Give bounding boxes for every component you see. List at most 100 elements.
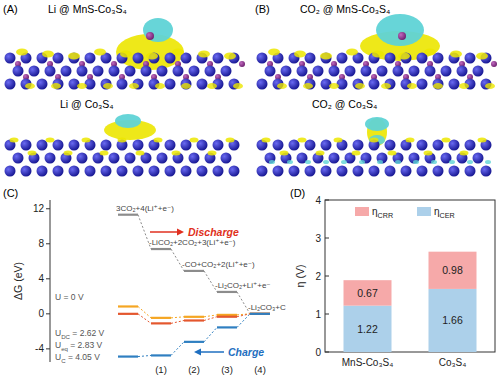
isosurface [269,160,275,164]
atom-co [433,140,444,151]
atom-co [85,79,96,90]
atom-co [441,66,452,77]
atom-co [305,166,316,177]
y-tick [46,278,50,279]
step-label: -CO+CO₂+2(Li⁺+e⁻) [182,260,255,269]
atom-co [385,166,396,177]
atom-co [85,53,96,64]
atom-co [329,66,340,77]
connector [138,314,151,324]
step-label: -Li₂CO₃+C [248,303,286,312]
energy-level [151,248,171,250]
isosurface [42,51,54,58]
atom-co [61,66,72,77]
isosurface [172,49,184,56]
annotation: Discharge [188,226,239,238]
y-tick-label: 12 [33,203,45,214]
atom-co [329,153,340,164]
atom-co [109,66,120,77]
isosurface [372,51,384,58]
isosurface [433,83,443,89]
atom-co [289,79,300,90]
atom-co [353,140,364,151]
isosurface [68,53,80,60]
atom-co [425,66,436,77]
isosurface [154,138,163,143]
atom-co [165,79,176,90]
atom-co [181,166,192,177]
y-tick [325,352,329,353]
y-tick-label: 0 [315,347,321,358]
atom-co [305,53,316,64]
energy-level [217,316,237,318]
atom-co [305,140,316,151]
panel-label: (B) [255,3,270,15]
energy-level [118,305,138,307]
isosurface [341,160,347,164]
legend-label: ηCER [434,206,455,220]
atom-co [165,140,176,151]
atom-co [417,166,428,177]
atom-co [53,53,64,64]
connector [171,320,184,323]
isosurface [94,49,106,56]
data-label: 0.67 [357,287,378,299]
isosurface [118,138,127,143]
atom-co [181,79,192,90]
isosurface [431,160,437,164]
atom-s [239,61,245,67]
atom-co [229,166,240,177]
energy-level [118,355,138,357]
energy-level [151,317,171,319]
series-label: UDC = 2.62 V [55,328,105,340]
atom-co [385,140,396,151]
isosurface [388,151,397,156]
arrow [200,351,224,353]
x-tick-label: (2) [188,364,200,375]
isosurface [136,151,145,156]
atom-co [273,166,284,177]
atom-co [297,66,308,77]
atom-co [457,66,468,77]
atom-co [321,53,332,64]
isosurface [320,53,332,60]
atom-co [205,66,216,77]
series-label: Ueq = 2.83 V [55,340,103,352]
energy-level [184,316,204,318]
atom-co [69,166,80,177]
bar-segment [344,280,392,305]
isosurface [115,114,141,128]
plot-area [344,252,477,352]
atom-co [449,166,460,177]
arrow-head [194,349,201,356]
isosurface [208,151,217,156]
atom-co [257,166,268,177]
atom-co [213,140,224,151]
isosurface [424,151,433,156]
atom-co [289,166,300,177]
isosurface [359,160,365,164]
isosurface [329,83,339,89]
atom-co [433,166,444,177]
atom-co [149,166,160,177]
atom-co [221,153,232,164]
legend-swatch [355,207,369,216]
atom-co [409,66,420,77]
bar-segment [429,289,477,352]
isosurface [376,14,424,46]
atom-co [377,66,388,77]
atom-co [337,166,348,177]
energy-level [184,270,204,272]
energy-level [217,314,237,316]
atom-co [101,166,112,177]
isosurface [460,151,469,156]
isosurface [485,160,491,164]
y-tick [46,313,50,314]
isosurface [25,83,35,89]
plot-area [118,215,270,357]
series-label: U = 0 V [55,292,84,302]
atom-co [433,79,444,90]
isosurface [478,138,487,143]
atom-co [377,153,388,164]
atom-co [289,140,300,151]
